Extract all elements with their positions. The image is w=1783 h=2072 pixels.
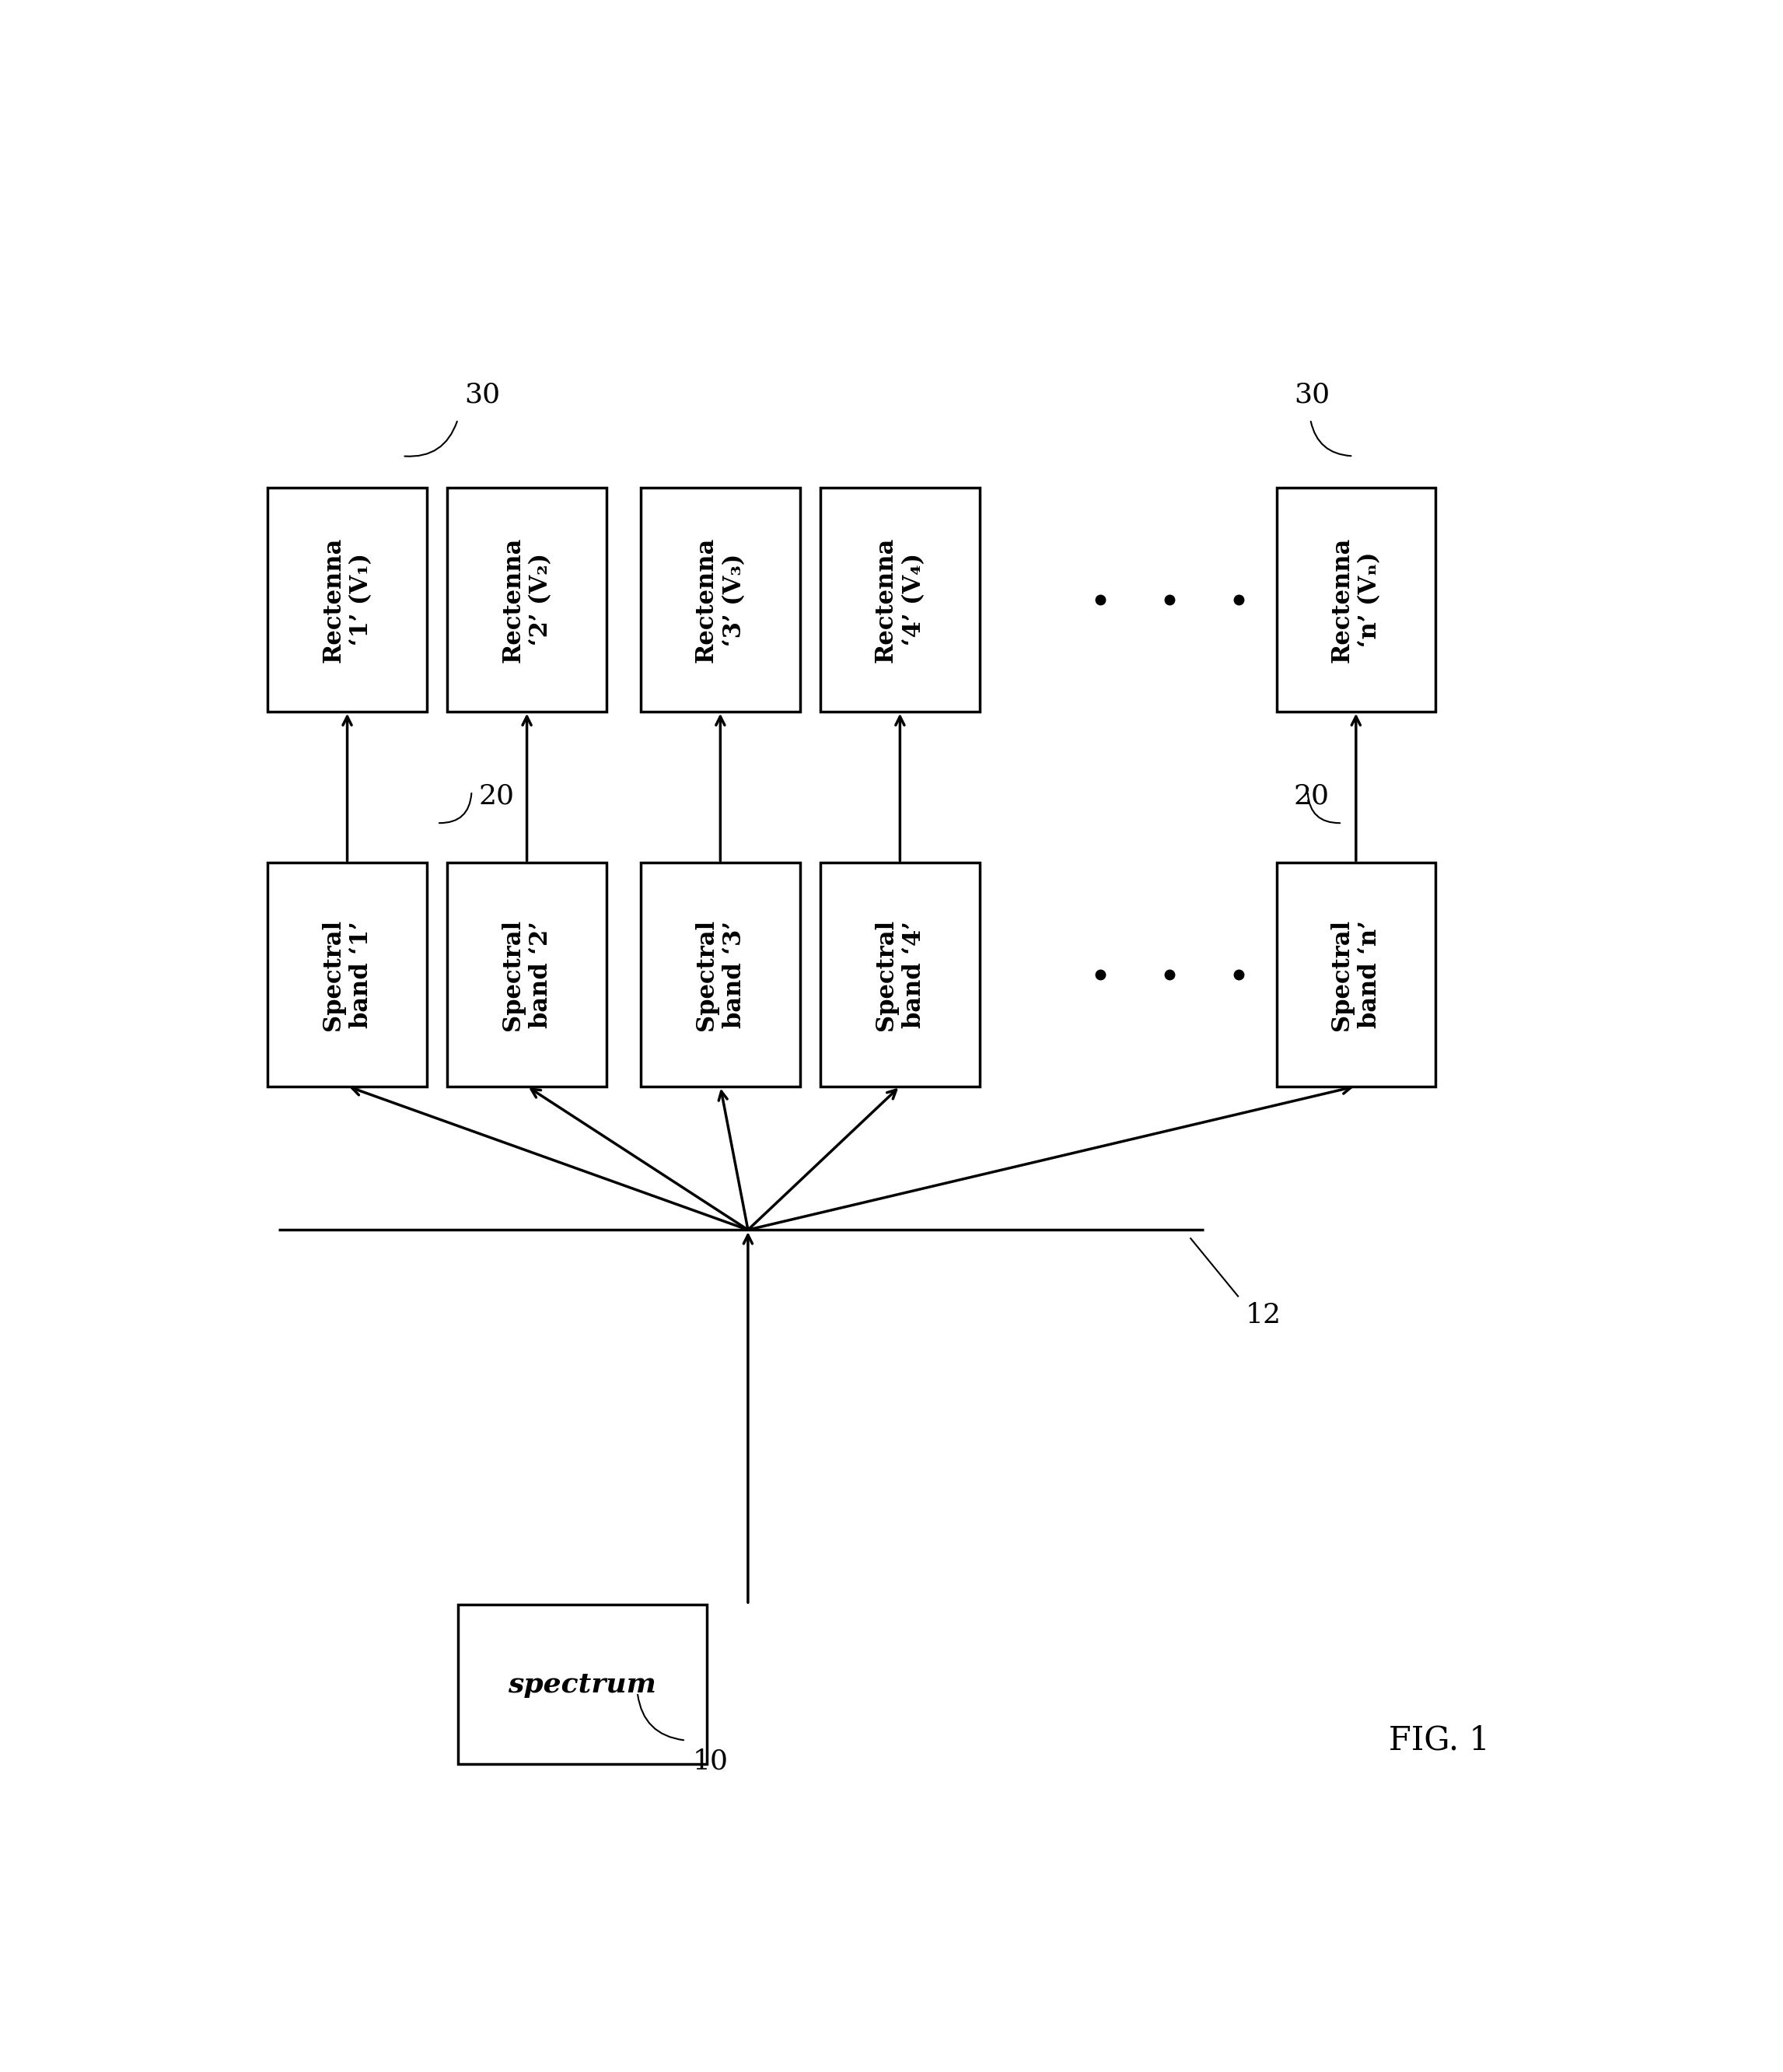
Bar [640, 862, 801, 1086]
Bar [640, 487, 801, 711]
Bar [448, 862, 606, 1086]
Text: Rectenna
‘4’ (V₄): Rectenna ‘4’ (V₄) [874, 537, 925, 663]
Bar [448, 487, 606, 711]
Text: 12: 12 [1246, 1301, 1282, 1328]
Text: 30: 30 [465, 381, 501, 408]
Text: Rectenna
‘3’ (V₃): Rectenna ‘3’ (V₃) [694, 537, 747, 663]
Text: FIG. 1: FIG. 1 [1389, 1724, 1489, 1757]
Bar [458, 1604, 706, 1765]
Text: spectrum: spectrum [508, 1672, 656, 1697]
Text: Spectral
band ‘2’: Spectral band ‘2’ [501, 918, 553, 1030]
Text: Rectenna
‘2’ (V₂): Rectenna ‘2’ (V₂) [501, 537, 553, 663]
Bar [267, 487, 426, 711]
Text: Spectral
band ‘n’: Spectral band ‘n’ [1330, 918, 1382, 1030]
Bar [820, 487, 979, 711]
Bar [820, 862, 979, 1086]
Bar [1277, 862, 1435, 1086]
Bar [1277, 487, 1435, 711]
Text: Spectral
band ‘3’: Spectral band ‘3’ [694, 918, 747, 1030]
Text: 20: 20 [1294, 783, 1330, 810]
Text: 20: 20 [478, 783, 514, 810]
Text: Rectenna
‘n’ (Vₙ): Rectenna ‘n’ (Vₙ) [1330, 537, 1382, 663]
Text: Spectral
band ‘1’: Spectral band ‘1’ [321, 918, 373, 1030]
Text: 30: 30 [1294, 381, 1330, 408]
Bar [267, 862, 426, 1086]
Text: Rectenna
‘1’ (V₁): Rectenna ‘1’ (V₁) [321, 537, 373, 663]
Text: Spectral
band ‘4’: Spectral band ‘4’ [874, 918, 925, 1030]
Text: 10: 10 [694, 1749, 729, 1776]
